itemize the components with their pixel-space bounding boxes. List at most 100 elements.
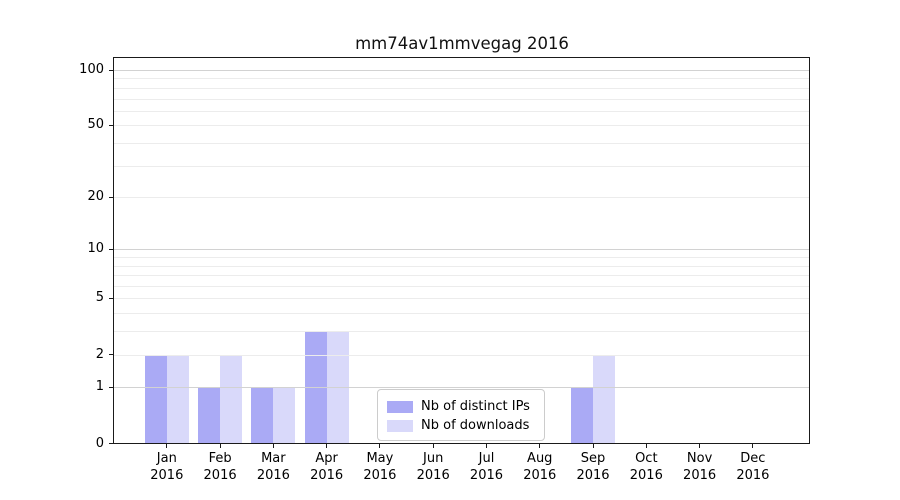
x-tick-label-year: 2016	[150, 467, 184, 483]
x-tick-label-month: May	[366, 451, 394, 466]
y-tick-label: 20	[87, 189, 104, 205]
x-tick-label-year: 2016	[203, 467, 237, 483]
plot-area	[113, 57, 810, 444]
y-tick	[109, 124, 113, 126]
bar-distinct-ips-sep	[571, 387, 594, 444]
x-tick-label-year: 2016	[363, 467, 397, 483]
x-tick-label-month: Nov	[686, 451, 713, 466]
bar-downloads-jan	[166, 354, 189, 444]
x-tick	[432, 444, 434, 448]
gridline-minor	[114, 78, 810, 80]
legend-label-distinct-ips: Nb of distinct IPs	[421, 399, 530, 414]
x-tick-label-month: Jun	[423, 451, 444, 466]
x-tick-label: Feb 2016	[188, 451, 252, 484]
legend: Nb of distinct IPs Nb of downloads	[377, 389, 545, 441]
x-tick-label-month: Apr	[315, 451, 338, 466]
legend-entry-downloads: Nb of downloads	[387, 416, 535, 435]
gridline-minor	[114, 331, 810, 333]
gridline-major	[114, 70, 810, 71]
x-tick-label-month: Dec	[740, 451, 766, 466]
gridline-major	[114, 249, 810, 251]
chart-title: mm74av1mmvegag 2016	[355, 34, 569, 53]
y-tick-label: 5	[95, 290, 104, 306]
y-tick	[109, 69, 113, 71]
gridline-major	[114, 387, 810, 389]
y-tick-label: 100	[79, 62, 104, 77]
x-tick-label-year: 2016	[576, 467, 610, 483]
y-tick	[109, 297, 113, 299]
gridline-minor	[114, 265, 810, 267]
y-tick-label: 0	[95, 435, 104, 451]
gridline-minor	[114, 354, 810, 356]
y-tick	[109, 354, 113, 356]
x-tick	[379, 444, 381, 448]
x-tick	[219, 444, 221, 448]
x-tick	[592, 444, 594, 448]
legend-label-downloads: Nb of downloads	[421, 418, 530, 433]
x-tick	[752, 444, 754, 448]
x-tick-label: Jan 2016	[135, 451, 199, 484]
x-tick-label-year: 2016	[523, 467, 557, 483]
y-tick-label: 1	[95, 379, 104, 395]
x-tick-label: Jun 2016	[401, 451, 465, 484]
x-tick-label-year: 2016	[683, 467, 717, 483]
x-tick	[485, 444, 487, 448]
x-tick-label: Dec 2016	[721, 451, 785, 484]
x-tick-label: Jul 2016	[454, 451, 518, 484]
x-tick-label-month: Jul	[478, 451, 495, 466]
gridline-minor	[114, 286, 810, 288]
x-tick-label: Mar 2016	[241, 451, 305, 484]
x-tick	[539, 444, 541, 448]
x-tick-label: Aug 2016	[508, 451, 572, 484]
bar-distinct-ips-jan	[144, 354, 167, 444]
y-tick-label: 2	[95, 346, 104, 362]
bar-downloads-feb	[220, 354, 243, 444]
legend-swatch-downloads	[387, 419, 413, 432]
gridline-minor	[114, 142, 810, 144]
bar-distinct-ips-feb	[198, 387, 221, 444]
x-tick	[326, 444, 328, 448]
x-tick-label: Apr 2016	[295, 451, 359, 484]
gridline-minor	[114, 110, 810, 112]
gridline-minor	[114, 87, 810, 89]
x-tick-label: Nov 2016	[668, 451, 732, 484]
x-tick-label-year: 2016	[416, 467, 450, 483]
x-tick-label-year: 2016	[310, 467, 344, 483]
x-tick-label-year: 2016	[629, 467, 663, 483]
gridline-minor	[114, 98, 810, 100]
x-tick-label-year: 2016	[736, 467, 770, 483]
x-tick-label-month: Sep	[580, 451, 606, 466]
x-tick-label: Sep 2016	[561, 451, 625, 484]
x-tick-label-year: 2016	[469, 467, 504, 483]
x-tick-label-year: 2016	[256, 467, 290, 483]
gridline-minor	[114, 197, 810, 199]
gridline-minor	[114, 165, 810, 167]
x-tick	[645, 444, 647, 448]
x-tick	[699, 444, 701, 448]
x-tick	[166, 444, 168, 448]
legend-swatch-distinct-ips	[387, 400, 413, 413]
gridline-minor	[114, 313, 810, 315]
bar-downloads-mar	[273, 387, 296, 444]
x-tick-label-month: Mar	[261, 451, 286, 466]
y-tick-label: 50	[87, 117, 104, 133]
y-tick	[109, 443, 113, 444]
x-tick-label-month: Feb	[208, 451, 232, 466]
y-tick	[109, 248, 113, 250]
y-tick	[109, 196, 113, 198]
gridline-minor	[114, 275, 810, 277]
bar-downloads-sep	[593, 354, 616, 444]
x-tick-label-month: Aug	[527, 451, 553, 466]
x-tick-label: Oct 2016	[614, 451, 678, 484]
gridline-minor	[114, 257, 810, 259]
y-tick	[109, 386, 113, 388]
y-tick-label: 10	[87, 241, 104, 257]
x-tick-label-month: Oct	[635, 451, 658, 466]
bar-distinct-ips-mar	[251, 387, 274, 444]
gridline-minor	[114, 298, 810, 300]
x-tick-label: May 2016	[348, 451, 412, 484]
legend-entry-distinct-ips: Nb of distinct IPs	[387, 397, 535, 416]
x-tick-label-month: Jan	[156, 451, 177, 466]
x-tick	[272, 444, 274, 448]
